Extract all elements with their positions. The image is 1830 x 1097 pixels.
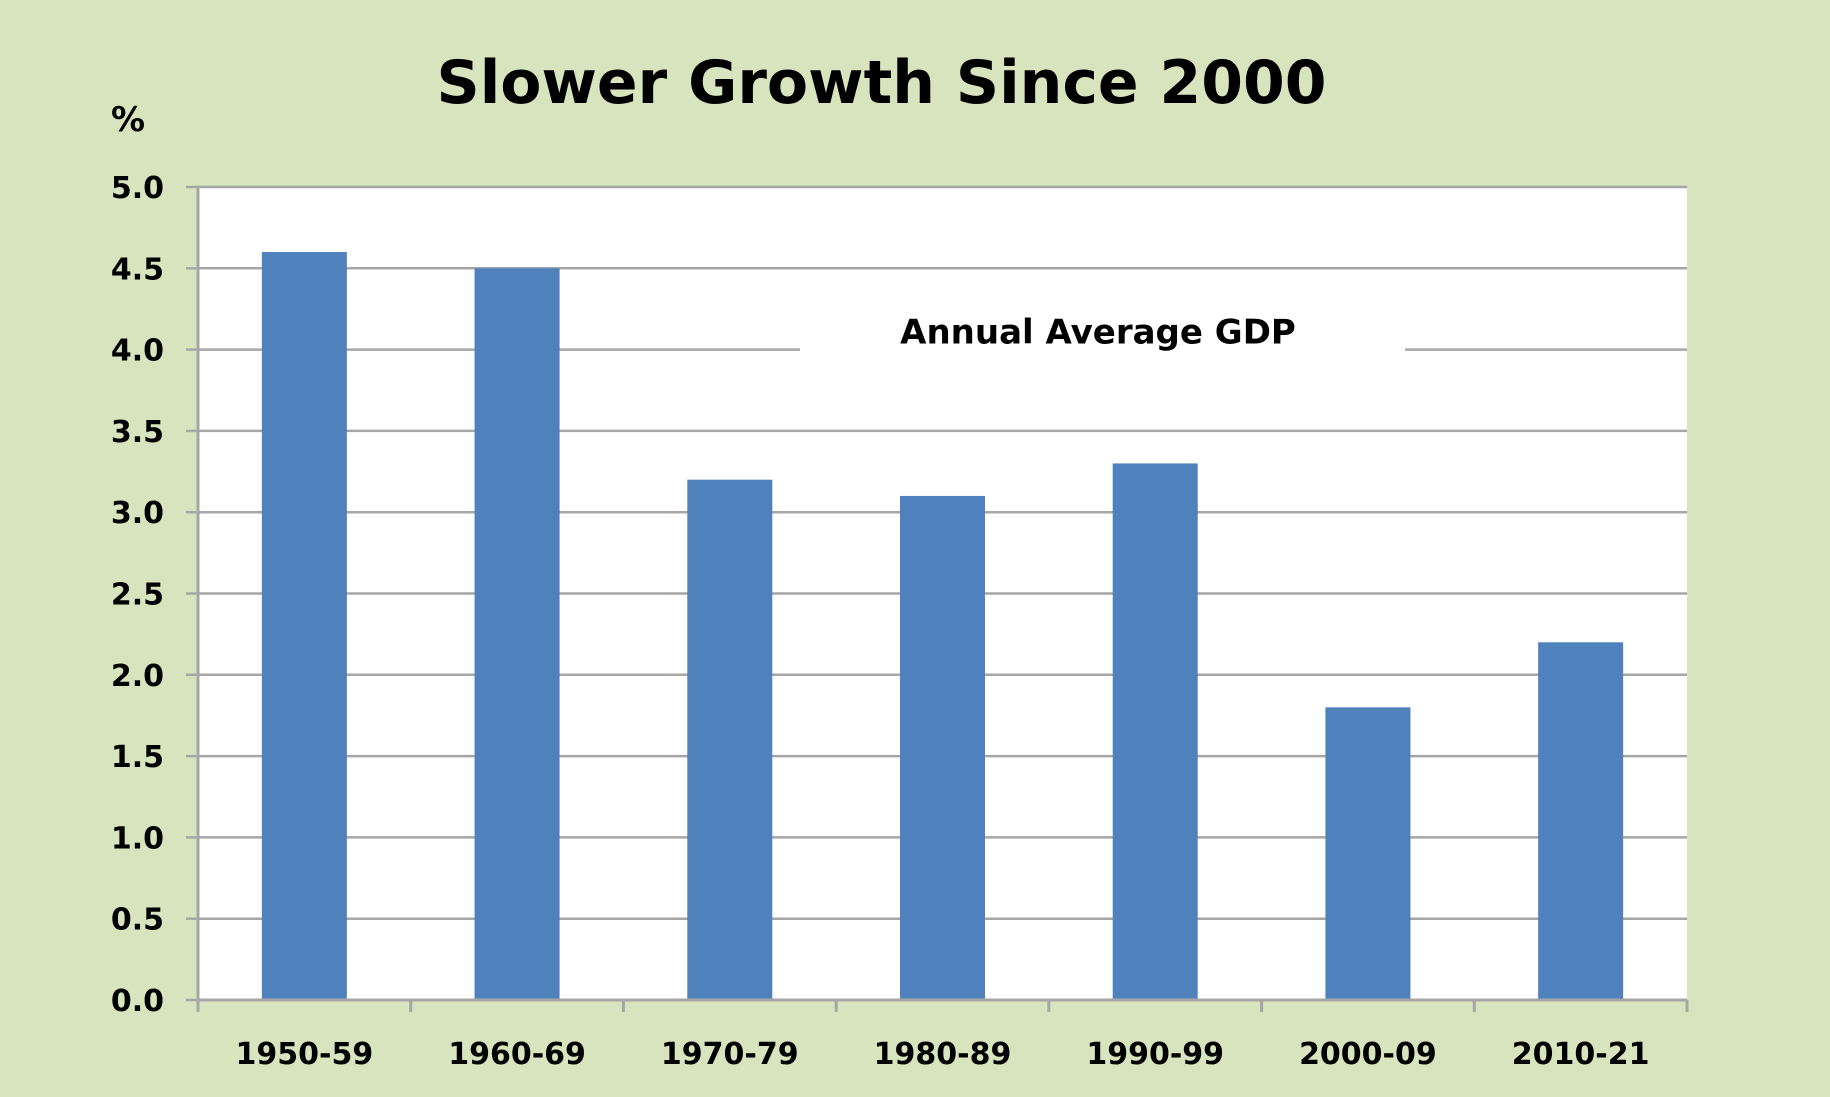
y-tick-label: 0.0 [111,984,164,1019]
bar-1960-69 [474,268,560,1000]
y-tick-label: 2.0 [111,659,164,694]
x-tick-label: 1980-89 [874,1037,1012,1072]
axes [196,187,1689,1012]
y-axis-unit: % [111,100,146,140]
x-tick-label: 2010-21 [1512,1037,1650,1072]
x-tick-label: 1970-79 [661,1037,799,1072]
y-tick-label: 5.0 [111,171,164,206]
x-tick-label: 1960-69 [448,1037,586,1072]
annotation-background [800,345,1405,354]
bar-2000-09 [1325,707,1411,1000]
x-tick-label: 1950-59 [236,1037,374,1072]
y-tick-label: 2.5 [111,578,164,613]
bar-1950-59 [261,252,347,1001]
annotation: Annual Average GDP [800,313,1405,354]
x-tick-label: 1990-99 [1086,1037,1224,1072]
x-tick-labels: 1950-59 1960-69 1970-79 1980-89 1990-99 2000-… [236,1037,1650,1072]
y-tick-label: 4.0 [111,334,164,369]
x-tick-label: 2000-09 [1299,1037,1437,1072]
bar-1970-79 [687,479,773,1000]
y-tick-label: 0.5 [111,903,164,938]
bar-1990-99 [1112,463,1198,1000]
chart-title: Slower Growth Since 2000 [436,48,1327,118]
bar-2010-21 [1538,642,1624,1000]
annotation-label: Annual Average GDP [900,313,1296,353]
y-tick-label: 4.5 [111,252,164,287]
y-tick-label: 1.5 [111,740,164,775]
bars [261,252,1624,1001]
y-tick-label: 3.0 [111,496,164,531]
y-tick-labels: 0.0 0.5 1.0 1.5 2.0 2.5 3.0 3.5 4.0 4.5 5.0 [111,171,164,1019]
y-tick-label: 1.0 [111,821,164,856]
y-tick-label: 3.5 [111,415,164,450]
bar-1980-89 [900,495,985,1000]
